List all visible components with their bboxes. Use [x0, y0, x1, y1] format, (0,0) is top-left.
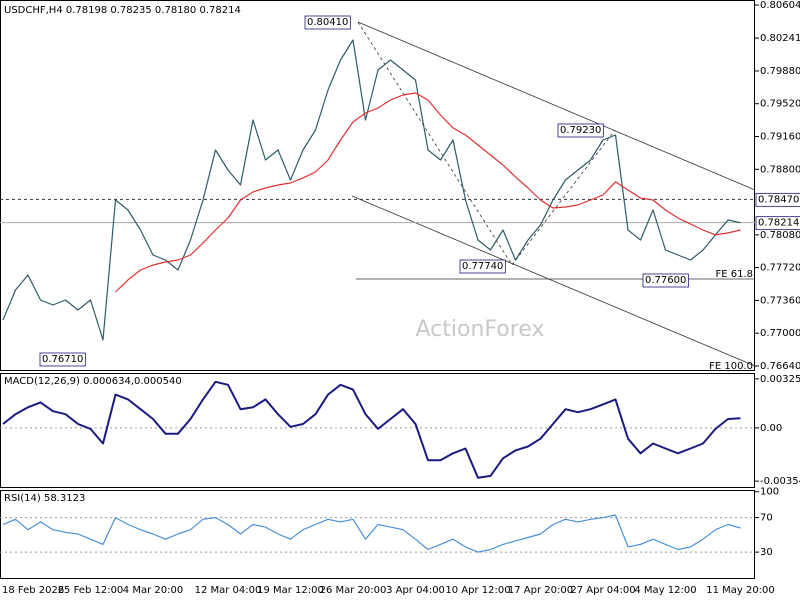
- pivot-label: 0.77600: [645, 275, 686, 286]
- y-tick-label: 0.77720: [760, 263, 800, 274]
- pivot-label: 0.76710: [42, 354, 83, 365]
- x-tick-label: 3 Apr 04:00: [386, 585, 445, 596]
- x-tick-label: 27 Apr 04:00: [570, 585, 635, 596]
- series-line: [2, 39, 741, 341]
- series-line: [2, 514, 741, 553]
- fe-label: FE 100.0: [709, 361, 753, 372]
- y-tick-label: 70: [760, 513, 773, 524]
- x-tick-label: 19 Mar 12:00: [257, 585, 324, 596]
- y-tick-label: 0.003256: [760, 374, 800, 385]
- y-tick-label: 0.80604: [760, 0, 800, 11]
- x-tick-label: 12 Mar 04:00: [195, 585, 262, 596]
- y-tick-label: 0.79520: [760, 99, 800, 110]
- rsi-frame: [0, 490, 755, 579]
- label-box: [642, 273, 689, 288]
- x-tick-label: 4 Mar 20:00: [123, 585, 183, 596]
- price-frame: [0, 0, 755, 371]
- x-tick-label: 26 Mar 20:00: [320, 585, 387, 596]
- fe-label: FE 61.8: [715, 269, 753, 280]
- x-tick-label: 10 Apr 12:00: [445, 585, 510, 596]
- y-tick-label: 0.79160: [760, 132, 800, 143]
- x-tick-label: 18 Feb 2026: [2, 585, 64, 596]
- y-tick-label: 0.00: [760, 423, 782, 434]
- chart-title: USDCHF,H4 0.78198 0.78235 0.78180 0.7821…: [4, 5, 241, 16]
- y-tick-label: 100: [760, 487, 779, 498]
- x-tick-label: 25 Feb 12:00: [58, 585, 124, 596]
- label-box: [459, 259, 506, 274]
- pivot-label: 0.77740: [462, 261, 503, 272]
- label-box: [755, 216, 800, 231]
- level-label: 0.78470: [758, 194, 799, 205]
- pivot-label: 0.80410: [307, 17, 348, 28]
- y-tick-label: 0.80241: [760, 33, 800, 44]
- panel-title: MACD(12,26,9) 0.000634,0.000540: [4, 376, 182, 387]
- watermark: ActionForex: [416, 317, 545, 342]
- label-box: [39, 352, 86, 367]
- y-tick-label: 0.78800: [760, 164, 800, 175]
- y-tick-label: 0.77360: [760, 295, 800, 306]
- level-label: 0.78214: [758, 218, 799, 229]
- x-tick-label: 11 May 20:00: [706, 585, 775, 596]
- y-tick-label: 0.77000: [760, 328, 800, 339]
- label-box: [557, 123, 604, 138]
- y-tick-label: 0.78080: [760, 230, 800, 241]
- x-tick-label: 17 Apr 20:00: [508, 585, 573, 596]
- label-box: [755, 192, 800, 207]
- y-tick-label: 0.76640: [760, 361, 800, 372]
- y-tick-label: 30: [760, 547, 773, 558]
- label-box: [304, 15, 351, 30]
- macd-frame: [0, 373, 755, 488]
- series-line: [2, 380, 741, 479]
- channel-bottom: [351, 195, 756, 367]
- swing-line: [357, 21, 616, 266]
- pivot-label: 0.79230: [560, 125, 601, 136]
- x-tick-label: 4 May 12:00: [634, 585, 696, 596]
- panel-title: RSI(14) 58.3123: [4, 493, 85, 504]
- channel-top: [357, 21, 756, 191]
- y-tick-label: -0.00354: [760, 476, 800, 487]
- y-tick-label: 0.79880: [760, 66, 800, 77]
- series-line: [115, 92, 741, 293]
